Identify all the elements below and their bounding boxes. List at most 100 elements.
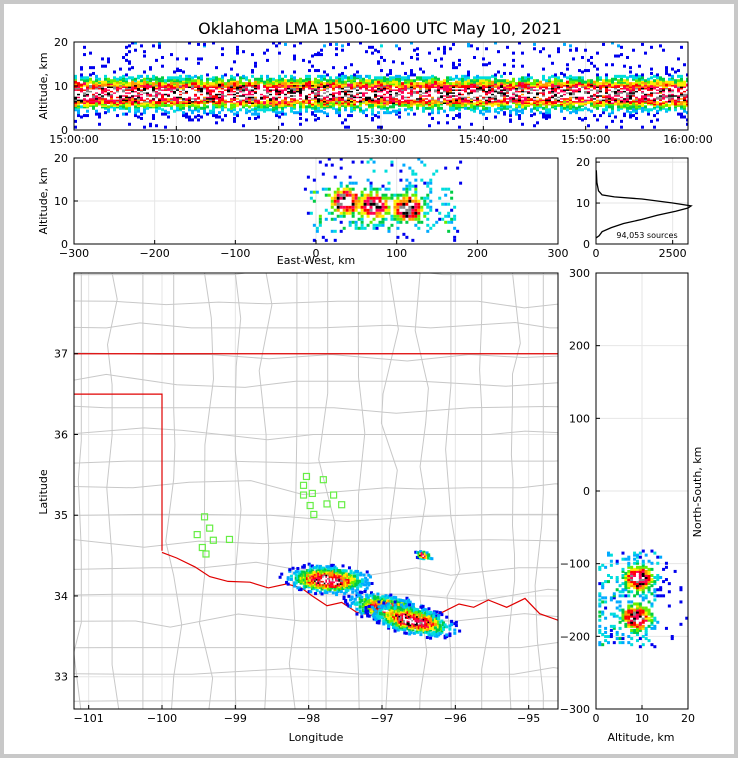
east-west-tick-label: 200 [467,247,488,260]
source-pixel [581,118,584,122]
source-pixel [333,202,337,206]
source-pixel [569,77,572,81]
source-pixel [263,51,266,55]
source-pixel [629,70,632,74]
source-pixel [254,116,257,120]
source-pixel [602,82,605,86]
source-pixel [149,77,152,81]
source-pixel [599,82,602,86]
source-pixel [405,235,409,239]
source-pixel [414,196,418,200]
source-pixel [357,202,361,206]
source-pixel [611,77,614,81]
source-pixel [299,80,302,84]
source-pixel [530,76,533,80]
source-pixel [617,74,620,78]
source-pixel [614,54,617,58]
source-pixel [494,42,497,45]
source-pixel [369,220,373,224]
source-pixel [281,112,284,116]
source-pixel [420,160,424,164]
source-pixel [683,80,686,84]
source-pixel [188,108,191,112]
source-pixel [254,80,257,84]
source-pixel [411,199,415,203]
altitude-tick-label: 20 [576,156,590,169]
source-pixel [227,83,230,87]
source-pixel [417,208,421,212]
source-pixel [86,114,89,118]
source-pixel [590,61,593,65]
source-pixel [587,58,590,62]
source-pixel [399,217,403,221]
source-pixel [641,106,644,110]
source-pixel [440,64,443,68]
source-pixel [360,217,364,221]
source-pixel [420,220,424,224]
source-pixel [380,55,383,59]
source-pixel [533,106,536,110]
source-pixel [444,214,448,218]
source-pixel [309,190,313,194]
source-pixel [554,73,557,77]
source-pixel [182,103,185,107]
source-pixel [605,108,608,112]
source-pixel [447,229,451,233]
source-pixel [378,205,382,209]
source-pixel [548,114,551,118]
source-pixel [389,71,392,75]
source-pixel [623,79,626,83]
source-pixel [366,199,370,203]
source-pixel [611,111,614,115]
source-pixel [396,193,400,197]
source-pixel [318,220,322,224]
source-pixel [381,217,385,221]
source-pixel [345,211,349,215]
source-pixel [392,105,395,109]
source-pixel [194,82,197,86]
source-pixel [414,214,418,218]
source-pixel [380,76,383,80]
source-pixel [305,82,308,86]
source-pixel [482,76,485,80]
source-pixel [581,55,584,59]
source-pixel [626,55,629,59]
source-pixel [551,83,554,87]
source-pixel [485,76,488,80]
source-pixel [494,85,497,89]
altitude-east-west-sources [303,158,463,242]
source-pixel [450,196,454,200]
source-pixel [431,77,434,81]
source-pixel [423,202,427,206]
source-pixel [429,181,433,185]
source-pixel [557,79,560,83]
source-pixel [116,77,119,81]
source-pixel [197,79,200,83]
source-pixel [95,103,98,107]
source-pixel [357,211,361,215]
source-pixel [560,79,563,83]
source-pixel [257,105,260,109]
source-pixel [315,190,319,194]
source-pixel [470,85,473,89]
source-pixel [233,108,236,112]
source-pixel [339,190,343,194]
source-pixel [494,115,497,119]
source-pixel [299,116,302,120]
source-pixel [677,74,680,78]
source-pixel [521,51,524,55]
source-pixel [137,83,140,87]
source-pixel [623,74,626,78]
source-pixel [107,105,110,109]
source-pixel [377,76,380,80]
source-pixel [131,76,134,80]
source-pixel [176,76,179,80]
source-pixel [587,124,590,128]
source-pixel [389,105,392,109]
source-pixel [278,42,281,45]
source-pixel [312,190,316,194]
source-pixel [617,79,620,83]
source-pixel [464,77,467,81]
source-pixel [354,220,358,224]
source-pixel [80,115,83,119]
